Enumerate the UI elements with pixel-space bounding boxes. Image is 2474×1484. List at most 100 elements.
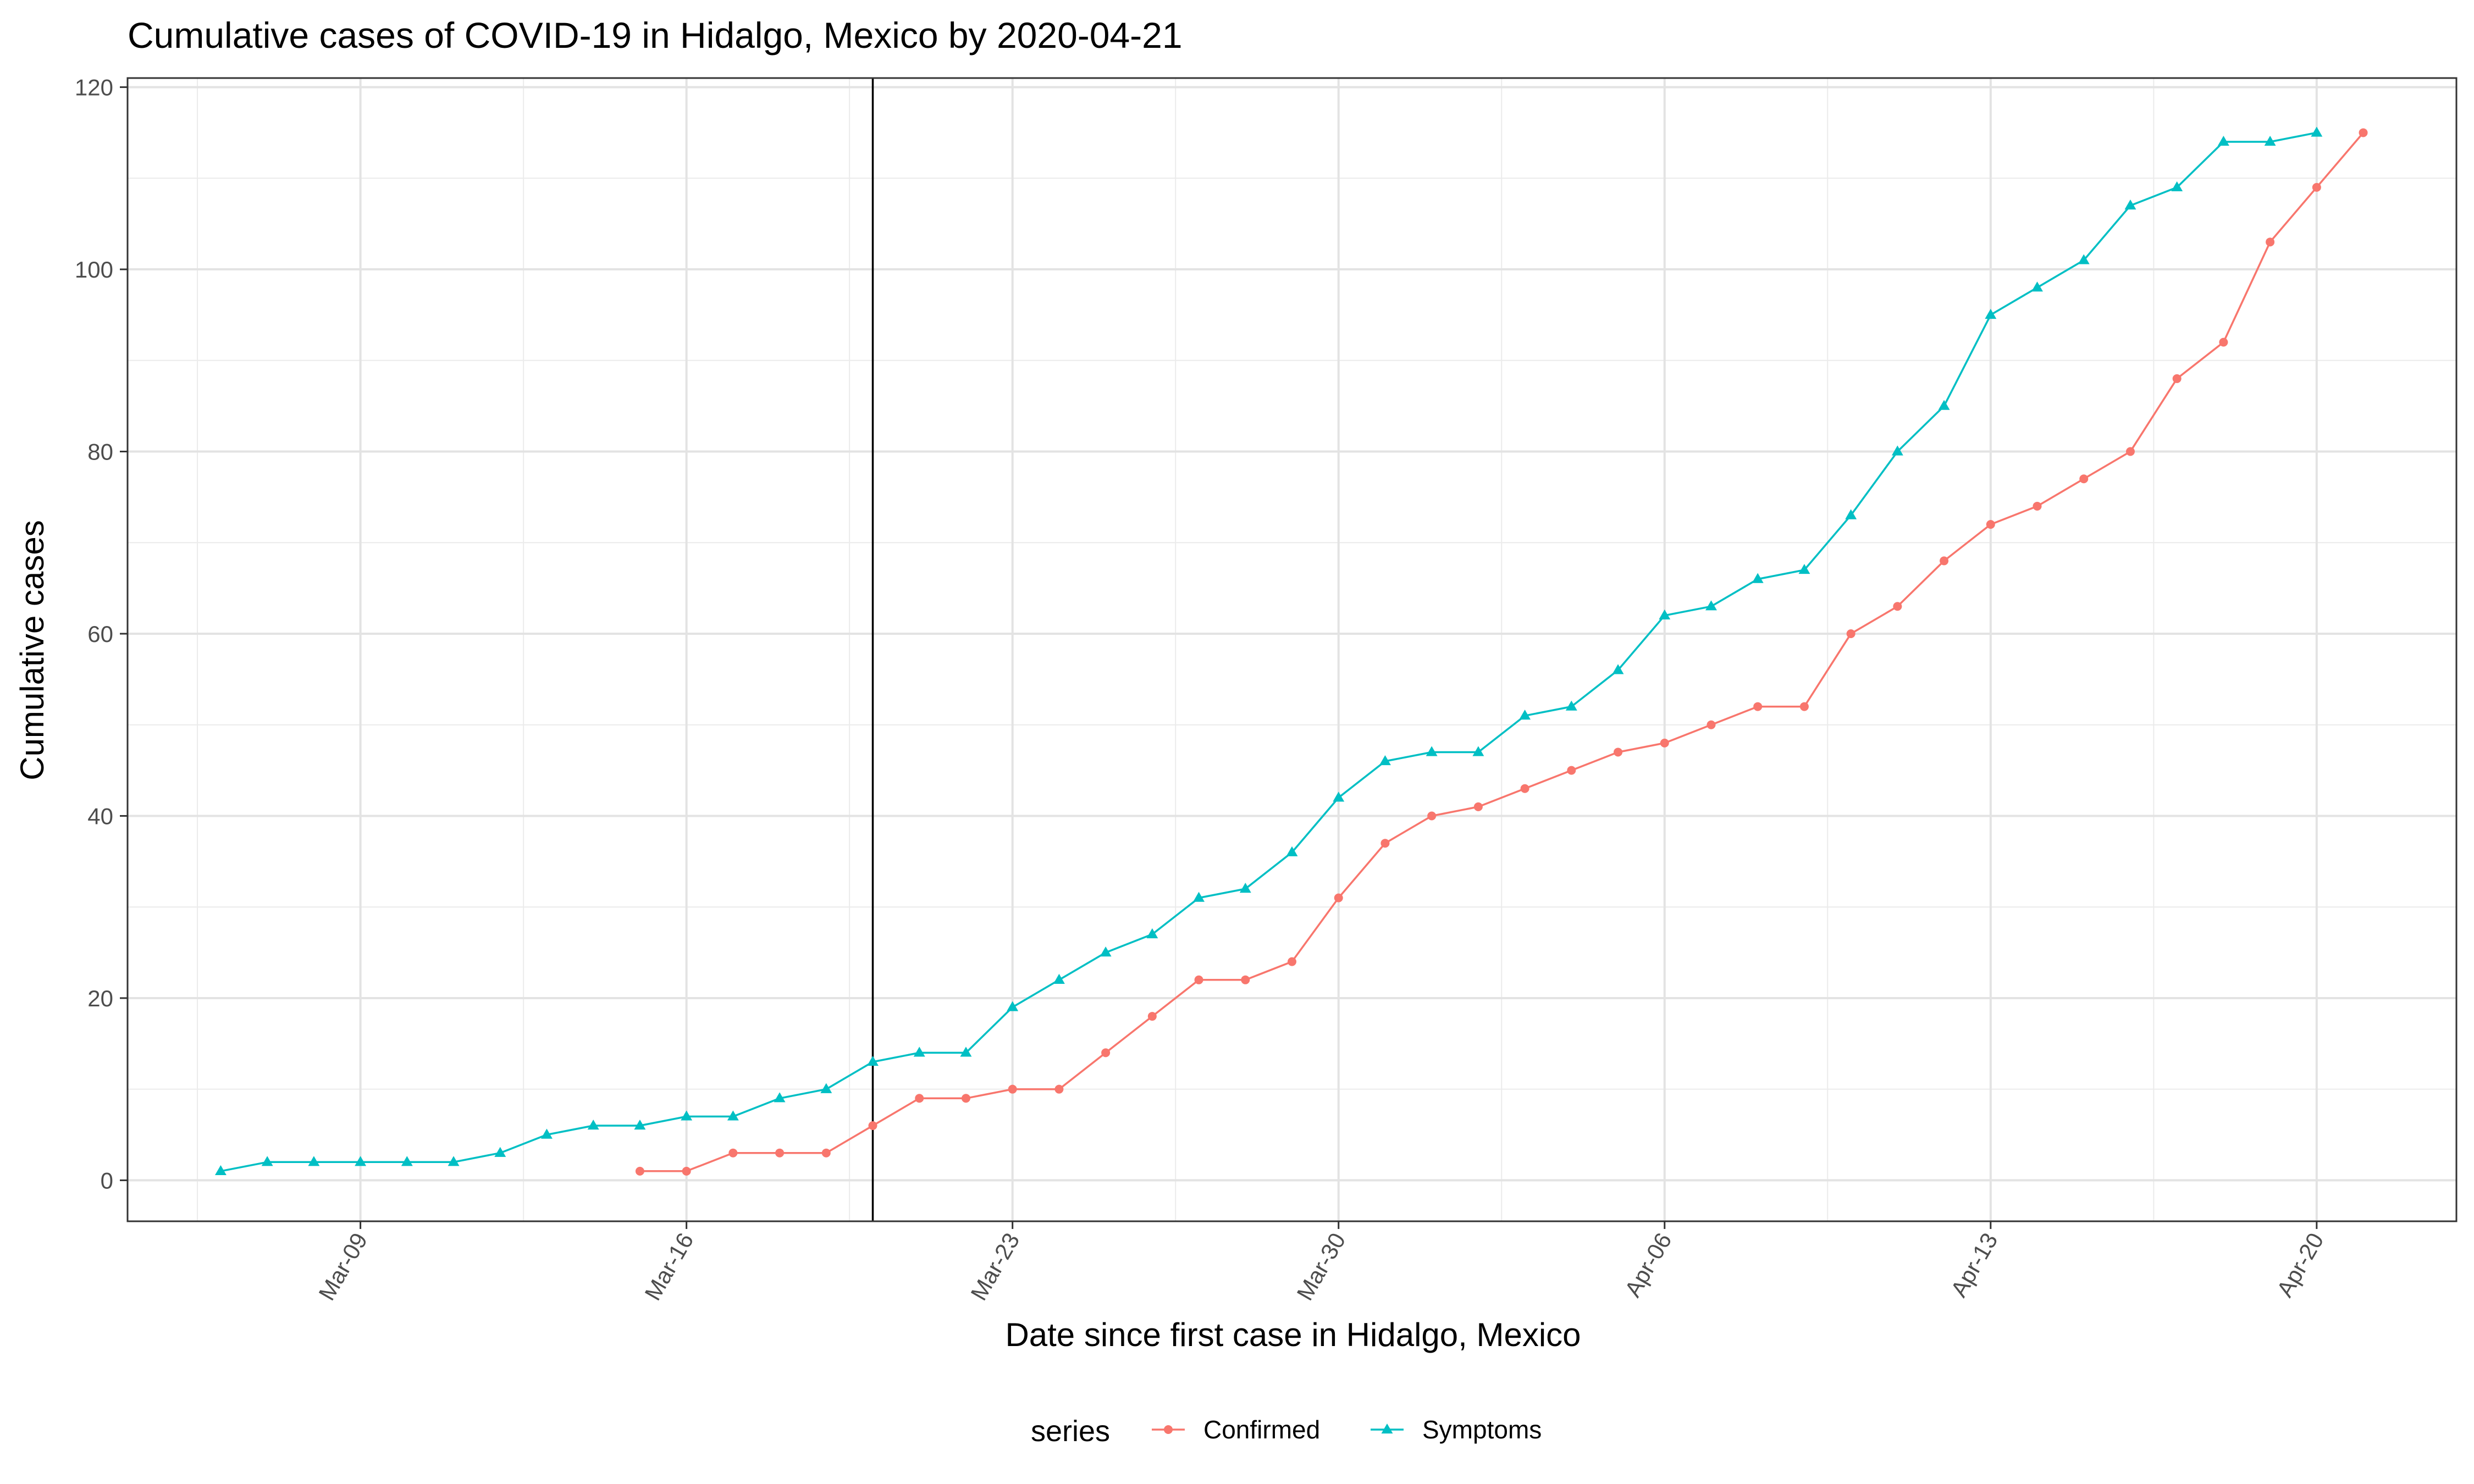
legend-key-marker-symptoms <box>1381 1424 1393 1434</box>
data-point-symptoms <box>1612 664 1624 674</box>
data-point-symptoms <box>401 1156 413 1166</box>
data-point-symptoms <box>867 1055 879 1066</box>
data-point-symptoms <box>1472 746 1484 756</box>
data-point-symptoms <box>1007 1001 1019 1011</box>
data-point-confirmed <box>1147 1012 1157 1021</box>
data-point-confirmed <box>2266 237 2275 247</box>
data-point-symptoms <box>308 1156 320 1166</box>
data-point-confirmed <box>1194 975 1203 984</box>
data-point-confirmed <box>2359 128 2368 137</box>
data-point-confirmed <box>2172 374 2182 383</box>
legend-items: Confirmed Symptoms <box>1152 1415 1542 1444</box>
data-point-confirmed <box>728 1148 738 1158</box>
data-point-confirmed <box>915 1094 924 1103</box>
data-point-symptoms <box>1659 609 1671 619</box>
data-point-confirmed <box>1380 839 1390 848</box>
data-point-confirmed <box>2219 337 2228 347</box>
series-line-symptoms <box>220 131 2317 1172</box>
data-point-symptoms <box>2078 254 2090 264</box>
data-point-confirmed <box>821 1148 831 1158</box>
data-point-symptoms <box>2264 136 2276 146</box>
chart-title: Cumulative cases of COVID-19 in Hidalgo,… <box>128 15 1183 56</box>
data-point-symptoms <box>1985 308 1997 319</box>
data-point-symptoms <box>913 1046 925 1057</box>
data-point-confirmed <box>1940 556 1949 566</box>
data-point-confirmed <box>1846 629 1856 638</box>
data-point-symptoms <box>1426 746 1438 756</box>
data-point-symptoms <box>214 1165 227 1175</box>
data-point-symptoms <box>1519 710 1531 720</box>
series-line-confirmed <box>639 132 2364 1172</box>
data-point-symptoms <box>1705 600 1717 611</box>
legend-label-symptoms: Symptoms <box>1422 1415 1542 1444</box>
series-symptoms <box>214 126 2323 1175</box>
x-axis-title: Date since first case in Hidalgo, Mexico <box>1005 1316 1581 1353</box>
data-point-symptoms <box>1845 509 1857 519</box>
data-point-symptoms <box>634 1119 646 1130</box>
data-point-confirmed <box>868 1121 877 1130</box>
data-point-confirmed <box>1893 602 1902 611</box>
data-point-confirmed <box>1567 766 1576 775</box>
data-point-symptoms <box>1146 928 1158 939</box>
data-point-symptoms <box>494 1147 506 1157</box>
data-point-confirmed <box>1520 784 1529 793</box>
plot-panel <box>128 78 2456 1221</box>
plot-border <box>126 77 2458 1222</box>
data-point-confirmed <box>1473 802 1483 811</box>
y-axis: 0 20 40 60 80 100 120 <box>75 75 128 1193</box>
data-point-confirmed <box>1660 738 1669 747</box>
y-tick-label: 80 <box>87 439 113 465</box>
data-point-symptoms <box>820 1083 832 1093</box>
data-point-symptoms <box>1053 973 1065 984</box>
data-point-confirmed <box>1799 702 1809 711</box>
data-point-symptoms <box>1100 946 1112 957</box>
data-point-symptoms <box>727 1110 739 1121</box>
data-point-symptoms <box>1752 573 1764 583</box>
data-point-confirmed <box>1707 720 1716 729</box>
legend: series Confirmed Symptoms <box>1031 1415 1542 1448</box>
data-point-confirmed <box>2312 182 2321 192</box>
data-point-symptoms <box>2217 136 2229 146</box>
data-point-symptoms <box>261 1156 273 1166</box>
data-point-confirmed <box>1986 520 1995 529</box>
data-point-confirmed <box>1288 957 1296 966</box>
data-point-symptoms <box>1379 755 1391 766</box>
legend-label-confirmed: Confirmed <box>1203 1415 1320 1444</box>
data-point-symptoms <box>448 1156 460 1166</box>
data-point-symptoms <box>1286 846 1298 856</box>
data-point-confirmed <box>2079 474 2089 484</box>
series-group <box>214 126 2368 1176</box>
data-point-confirmed <box>635 1166 644 1176</box>
data-point-symptoms <box>355 1156 367 1166</box>
data-point-confirmed <box>1334 893 1343 902</box>
data-point-symptoms <box>1193 891 1205 902</box>
data-point-symptoms <box>960 1046 972 1057</box>
data-point-symptoms <box>2311 126 2323 137</box>
data-point-symptoms <box>1333 791 1345 802</box>
data-point-symptoms <box>587 1119 599 1130</box>
data-point-confirmed <box>2125 447 2135 456</box>
plot-area <box>126 77 2458 1222</box>
data-point-symptoms <box>1891 445 1903 456</box>
data-point-symptoms <box>2124 200 2136 210</box>
legend-title: series <box>1031 1415 1110 1448</box>
data-point-confirmed <box>1101 1048 1111 1057</box>
y-tick-label: 120 <box>75 75 113 101</box>
data-point-confirmed <box>682 1166 691 1176</box>
y-tick-label: 20 <box>87 985 113 1011</box>
data-point-confirmed <box>961 1094 970 1103</box>
data-point-confirmed <box>1427 811 1437 821</box>
y-tick-label: 40 <box>87 803 113 829</box>
data-point-confirmed <box>1614 747 1623 757</box>
data-point-symptoms <box>1938 400 1950 410</box>
y-axis-title: Cumulative cases <box>14 520 51 780</box>
data-point-confirmed <box>2033 501 2042 511</box>
y-tick-label: 60 <box>87 621 113 647</box>
legend-item-confirmed: Confirmed <box>1152 1415 1320 1444</box>
legend-item-symptoms: Symptoms <box>1371 1415 1542 1444</box>
data-point-confirmed <box>1008 1084 1017 1094</box>
data-point-confirmed <box>1753 702 1763 711</box>
data-point-confirmed <box>1241 975 1250 984</box>
series-confirmed <box>635 128 2368 1176</box>
